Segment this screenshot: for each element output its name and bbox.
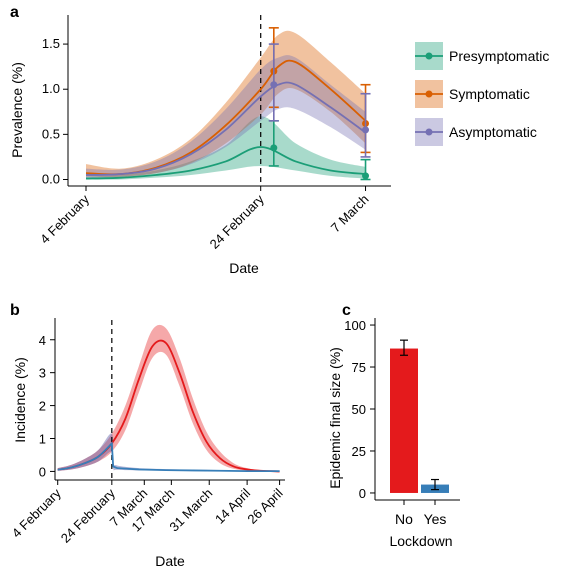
panel-a-x-tick-label: 7 March bbox=[328, 192, 372, 236]
panel-c-y-tick-label: 0 bbox=[359, 486, 366, 501]
panel-a-y-tick-label: 0.0 bbox=[42, 171, 60, 186]
panel-a-point bbox=[270, 81, 278, 89]
panel-a-label: a bbox=[10, 4, 19, 21]
panel-c-y-tick-label: 25 bbox=[352, 444, 366, 459]
panel-b-y-tick-label: 2 bbox=[39, 399, 46, 414]
panel-a-x-tick-label: 4 February bbox=[37, 191, 92, 246]
legend-label-2: Asymptomatic bbox=[449, 124, 537, 140]
legend-label-1: Symptomatic bbox=[449, 86, 530, 102]
panel-b-y-tick-label: 3 bbox=[39, 366, 46, 381]
panel-a-y-axis-label: Prevalence (%) bbox=[9, 62, 25, 158]
panel-a-band-2 bbox=[86, 55, 366, 178]
panel-b-y-axis-label: Incidence (%) bbox=[12, 357, 28, 443]
panel-c-label: c bbox=[342, 302, 351, 319]
panel-c-y-tick-label: 100 bbox=[344, 318, 366, 333]
panel-b-x-tick-label: 26 April bbox=[244, 485, 285, 526]
panel-c-x-tick-label: Yes bbox=[424, 511, 447, 527]
panel-a-x-axis-label: Date bbox=[229, 260, 259, 276]
panel-b-band-1 bbox=[57, 433, 280, 472]
panel-b-band-0 bbox=[57, 324, 280, 472]
panel-c-y-axis-label: Epidemic final size (%) bbox=[327, 347, 343, 489]
panel-b-line-1 bbox=[57, 441, 280, 472]
panel-c-x-axis-label: Lockdown bbox=[389, 533, 452, 549]
panel-c: c No Yes 0 25 50 75 100 Lockdown Epidemic fina… bbox=[327, 302, 460, 549]
bar-no bbox=[390, 348, 418, 493]
panel-a-legend: Presymptomatic Symptomatic Asymptomatic bbox=[415, 42, 549, 146]
panel-b-x-tick-label: 14 April bbox=[212, 485, 253, 526]
legend-label-0: Presymptomatic bbox=[449, 48, 549, 64]
panel-b-y-tick-label: 1 bbox=[39, 432, 46, 447]
panel-c-y-tick-label: 75 bbox=[352, 360, 366, 375]
panel-a: a 0.0 0.5 1.0 1.5 4 February 24 February 7 Mar… bbox=[9, 4, 549, 276]
panel-b-y-tick-label: 4 bbox=[39, 333, 46, 348]
panel-a-line-0 bbox=[85, 146, 366, 180]
panel-a-x-tick-label: 24 February bbox=[207, 191, 268, 252]
panel-b-y-tick-label: 0 bbox=[39, 464, 46, 479]
legend-swatch-point bbox=[425, 52, 433, 60]
panel-c-y-tick-label: 50 bbox=[352, 402, 366, 417]
panel-b-x-axis-label: Date bbox=[155, 553, 185, 569]
panel-a-y-tick-label: 1.5 bbox=[42, 36, 60, 51]
panel-a-point bbox=[362, 126, 370, 134]
panel-a-band-1 bbox=[86, 30, 366, 178]
panel-b-line-0 bbox=[57, 339, 280, 473]
panel-c-x-tick-label: No bbox=[395, 511, 413, 527]
panel-a-line-2 bbox=[85, 81, 367, 176]
panel-a-y-tick-label: 1.0 bbox=[42, 81, 60, 96]
panel-a-band-0 bbox=[86, 116, 366, 180]
panel-b-x-tick-label: 4 February bbox=[9, 485, 64, 540]
panel-a-y-tick-label: 0.5 bbox=[42, 126, 60, 141]
panel-b-label: b bbox=[10, 302, 20, 319]
panel-a-point bbox=[270, 144, 278, 152]
legend-swatch-point bbox=[425, 128, 433, 136]
legend-swatch-point bbox=[425, 90, 433, 98]
panel-a-point bbox=[362, 172, 370, 180]
